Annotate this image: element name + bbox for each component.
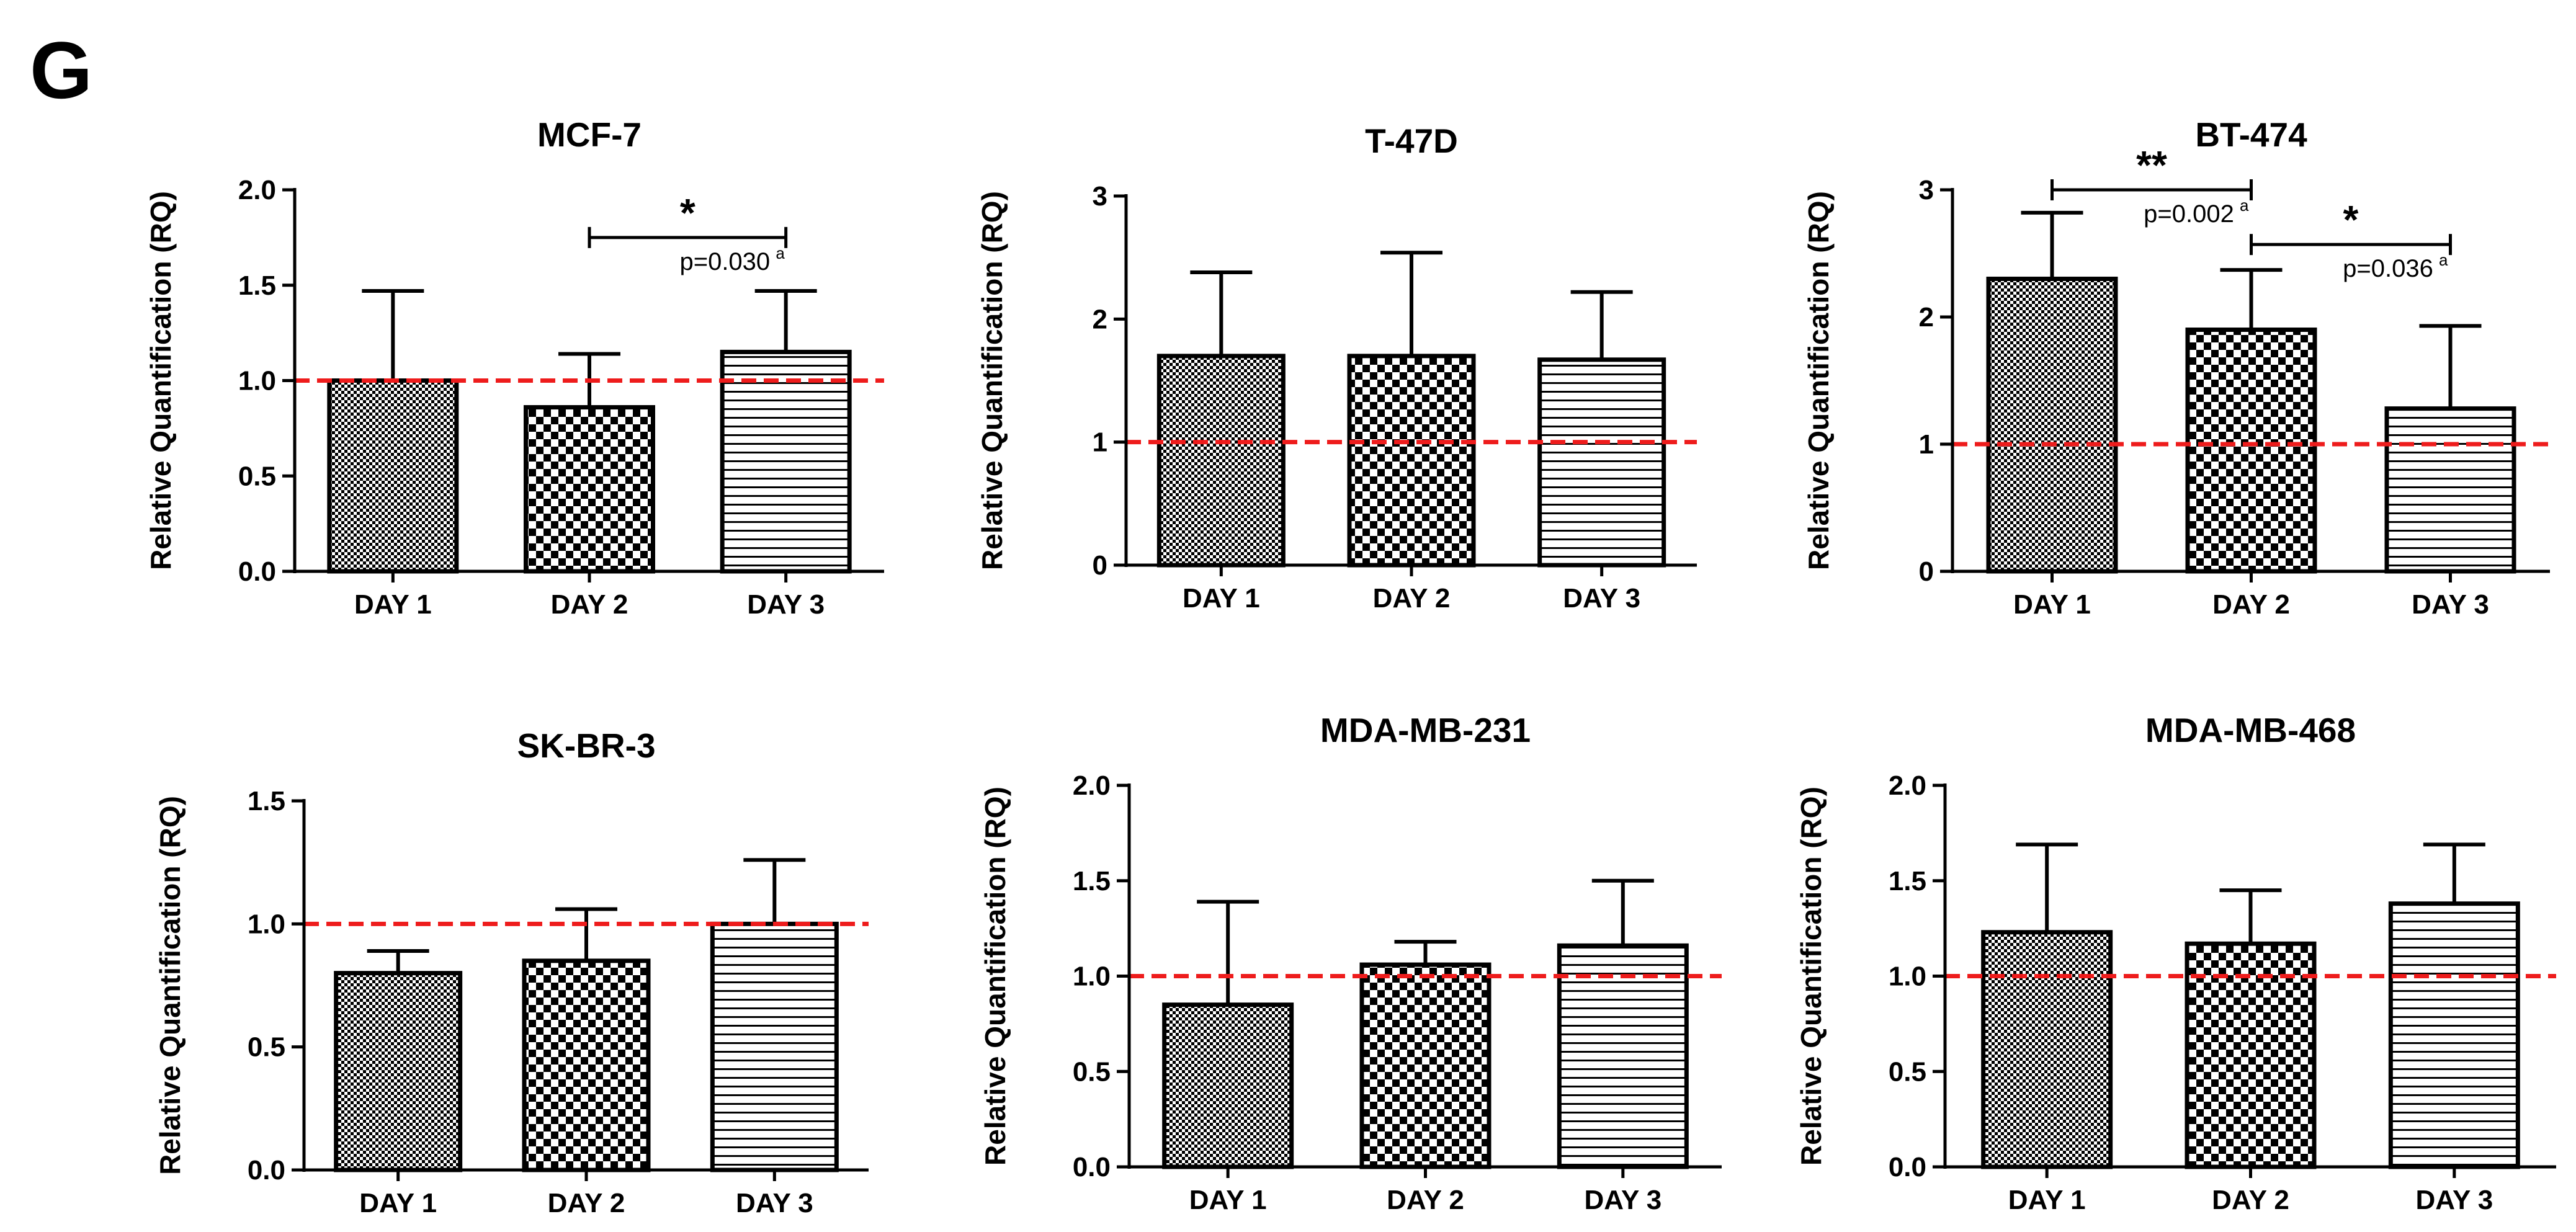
y-tick-label: 1.0 <box>248 909 285 939</box>
bar <box>327 378 459 574</box>
x-tick-label: DAY 1 <box>354 589 432 620</box>
bar <box>2185 941 2317 1169</box>
x-tick-label: DAY 2 <box>1373 583 1451 614</box>
x-tick-label: DAY 1 <box>2008 1185 2086 1215</box>
chart-panel: MDA-MB-231 Relative Quantification (RQ) 0.… <box>979 711 1722 1215</box>
chart-panel: MDA-MB-468 Relative Quantification (RQ) 0.… <box>1795 711 2556 1215</box>
x-tick-label: DAY 3 <box>747 589 825 620</box>
y-tick-label: 2.0 <box>238 175 276 205</box>
y-tick-label: 0.0 <box>238 556 276 587</box>
p-value-label: p=0.030 <box>679 248 770 275</box>
y-tick-label: 1.5 <box>1889 866 1926 896</box>
y-tick-label: 1.5 <box>1073 866 1111 896</box>
bar <box>1162 1002 1294 1169</box>
y-tick-label: 1 <box>1919 429 1934 460</box>
x-tick-label: DAY 1 <box>2013 589 2091 620</box>
x-tick-label: DAY 3 <box>1563 583 1640 614</box>
x-tick-label: DAY 1 <box>1183 583 1260 614</box>
x-tick-label: DAY 2 <box>1387 1185 1464 1215</box>
chart-panel: MCF-7 Relative Quantification (RQ) 0.0 0.5 1… <box>145 115 884 620</box>
p-value-label: p=0.002 <box>2144 200 2234 228</box>
bar <box>710 921 839 1172</box>
p-value-superscript: a <box>2240 196 2249 215</box>
p-value-superscript: a <box>776 244 785 262</box>
y-tick-label: 0.5 <box>1073 1056 1111 1087</box>
bar <box>1156 354 1286 568</box>
x-tick-label: DAY 3 <box>1584 1185 1661 1215</box>
y-tick-label: 1 <box>1093 427 1107 458</box>
bar <box>334 971 463 1172</box>
charts: MCF-7 Relative Quantification (RQ) 0.0 0.5 1… <box>145 115 2556 1218</box>
y-axis-label: Relative Quantification (RQ) <box>1795 787 1827 1166</box>
chart-title: BT-474 <box>2195 115 2307 154</box>
x-tick-label: DAY 3 <box>2415 1185 2493 1215</box>
y-tick-label: 2 <box>1919 302 1934 333</box>
y-tick-label: 0 <box>1919 556 1934 587</box>
chart-title: T-47D <box>1365 122 1458 160</box>
x-tick-label: DAY 2 <box>548 1188 625 1218</box>
bar <box>720 349 852 574</box>
y-tick-label: 1.5 <box>238 270 276 301</box>
y-axis-label: Relative Quantification (RQ) <box>979 787 1011 1166</box>
y-tick-label: 1.0 <box>1889 962 1926 992</box>
y-tick-label: 0.5 <box>248 1032 285 1063</box>
y-tick-label: 3 <box>1093 181 1107 212</box>
bar <box>2388 901 2520 1169</box>
bar <box>2384 406 2516 574</box>
panel-label: G <box>30 25 92 115</box>
significance-stars: ** <box>2136 143 2167 187</box>
bar <box>2185 328 2317 574</box>
y-tick-label: 0.5 <box>238 461 276 491</box>
y-tick-label: 1.0 <box>1073 962 1111 992</box>
y-axis-label: Relative Quantification (RQ) <box>154 796 186 1175</box>
bar <box>1537 357 1666 568</box>
y-tick-label: 0.5 <box>1889 1056 1926 1087</box>
significance-stars: * <box>2343 197 2359 242</box>
y-tick-label: 0 <box>1093 550 1107 581</box>
y-axis-label: Relative Quantification (RQ) <box>976 191 1008 570</box>
y-tick-label: 2 <box>1093 304 1107 334</box>
x-tick-label: DAY 2 <box>2212 1185 2289 1215</box>
chart-panel: BT-474 Relative Quantification (RQ) 0 1 2 3 DA… <box>1802 115 2550 620</box>
x-tick-label: DAY 2 <box>2212 589 2290 620</box>
x-tick-label: DAY 3 <box>736 1188 813 1218</box>
p-value-superscript: a <box>2439 251 2448 269</box>
chart-title: MDA-MB-231 <box>1320 711 1531 749</box>
chart-title: SK-BR-3 <box>517 726 655 765</box>
x-tick-label: DAY 1 <box>1189 1185 1267 1215</box>
y-axis-label: Relative Quantification (RQ) <box>1802 191 1835 570</box>
significance-stars: * <box>680 190 695 235</box>
x-tick-label: DAY 1 <box>359 1188 437 1218</box>
y-tick-label: 0.0 <box>1073 1152 1111 1182</box>
x-tick-label: DAY 3 <box>2412 589 2489 620</box>
bar <box>1981 930 2113 1169</box>
p-value-label: p=0.036 <box>2343 255 2433 282</box>
bar <box>524 405 655 574</box>
y-tick-label: 0.0 <box>248 1155 285 1185</box>
bar <box>1557 943 1689 1169</box>
chart-panel: T-47D Relative Quantification (RQ) 0 1 2 3 DAY… <box>976 122 1697 614</box>
y-tick-label: 0.0 <box>1889 1152 1926 1182</box>
bar <box>522 958 651 1172</box>
y-axis-label: Relative Quantification (RQ) <box>145 191 177 570</box>
y-tick-label: 1.0 <box>238 366 276 396</box>
y-tick-label: 2.0 <box>1889 770 1926 801</box>
bar <box>1986 277 2118 574</box>
chart-title: MDA-MB-468 <box>2145 711 2356 749</box>
bar <box>1347 354 1476 568</box>
bar <box>1359 962 1491 1169</box>
x-tick-label: DAY 2 <box>551 589 628 620</box>
y-tick-label: 3 <box>1919 175 1934 205</box>
chart-panel: SK-BR-3 Relative Quantification (RQ) 0.0 0.… <box>154 726 869 1218</box>
chart-title: MCF-7 <box>537 115 642 154</box>
y-tick-label: 2.0 <box>1073 770 1111 801</box>
y-tick-label: 1.5 <box>248 786 285 816</box>
